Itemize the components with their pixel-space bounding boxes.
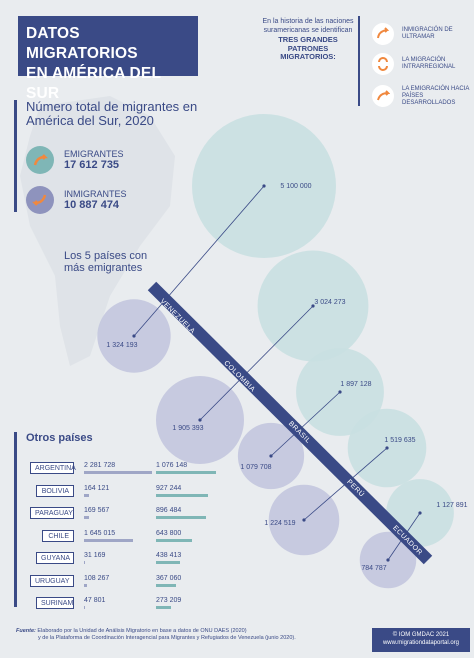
bubble-center-dot bbox=[198, 418, 202, 422]
connector-line bbox=[270, 391, 341, 457]
emigrants-data-label: 1 519 635 bbox=[384, 437, 415, 444]
emigrants-bar bbox=[84, 493, 89, 497]
immigrants-label: INMIGRANTES bbox=[64, 189, 127, 199]
immigrants-data-label: 784 787 bbox=[361, 565, 386, 572]
emigrants-value: 1 645 015 bbox=[84, 529, 116, 537]
table-row: ARGENTINA 2 281 728 1 076 148 bbox=[28, 462, 228, 476]
emigrants-bar bbox=[84, 471, 152, 474]
emigrants-data-label: 3 024 273 bbox=[314, 299, 345, 306]
immigrants-value: 273 209 bbox=[156, 597, 182, 604]
connector-line bbox=[387, 512, 421, 561]
cycle-arrows-icon bbox=[372, 53, 394, 75]
bubble-center-dot bbox=[418, 511, 422, 515]
bubble-center-dot bbox=[269, 454, 273, 458]
emigrants-value: 108 267 bbox=[84, 574, 110, 582]
table-row: PARAGUAY 169 567 896 484 bbox=[28, 507, 228, 521]
pattern-intraregional: LA MIGRACIÓN INTRARREGIONAL bbox=[372, 50, 472, 78]
immigrants-value: 1 076 148 bbox=[156, 462, 188, 469]
emigrants-value: 169 567 bbox=[84, 507, 110, 514]
emigrants-bar bbox=[84, 583, 88, 587]
country-name: GUYANA bbox=[36, 552, 74, 564]
emigrants-label: EMIGRANTES bbox=[64, 149, 124, 159]
immigrants-value: 438 413 bbox=[156, 552, 182, 559]
immigrants-data-label: 1 079 708 bbox=[240, 464, 271, 471]
emigrants-value: 164 121 bbox=[84, 484, 110, 492]
bubble-center-dot bbox=[311, 304, 315, 308]
country-name: PARAGUAY bbox=[30, 507, 74, 519]
emigrants-bar bbox=[84, 516, 90, 519]
emigrants-stat: EMIGRANTES 17 612 735 bbox=[26, 146, 124, 174]
bubble-center-dot bbox=[385, 446, 389, 450]
arrow-out-icon bbox=[26, 146, 54, 174]
immigrants-data-label: 1 324 193 bbox=[106, 342, 137, 349]
immigrants-value: 367 060 bbox=[156, 574, 182, 582]
emigrants-value: 31 169 bbox=[84, 552, 106, 559]
table-row: GUYANA 31 169 438 413 bbox=[28, 552, 228, 566]
emigrants-value: 47 801 bbox=[84, 597, 106, 604]
immigrants-bar bbox=[156, 516, 206, 519]
others-heading: Otros países bbox=[26, 432, 93, 444]
pattern-overseas: INMIGRACIÓN DE ULTRAMAR bbox=[372, 20, 472, 48]
bubble-center-dot bbox=[338, 390, 342, 394]
connector-line bbox=[133, 185, 265, 337]
emigrants-value: 2 281 728 bbox=[84, 462, 116, 469]
emigrants-bar bbox=[84, 538, 134, 542]
country-name: BOLIVIA bbox=[36, 484, 74, 497]
country-name: ARGENTINA bbox=[30, 462, 76, 474]
emigrants-data-label: 1 127 891 bbox=[436, 502, 467, 509]
credit-box: © IOM GMDAC 2021 www.migrationdataportal… bbox=[372, 628, 470, 652]
immigrants-value: 643 800 bbox=[156, 529, 182, 537]
arrow-curve-icon bbox=[372, 23, 394, 45]
patterns-divider bbox=[358, 16, 360, 106]
country-axis-band bbox=[147, 281, 433, 565]
bubble-center-dot bbox=[386, 558, 390, 562]
immigrants-bar bbox=[156, 493, 208, 497]
emigrants-bar bbox=[84, 561, 85, 564]
immigrants-bar bbox=[156, 583, 177, 587]
immigrants-bar bbox=[156, 561, 181, 564]
page-title: DATOS MIGRATORIOS EN AMÉRICA DEL SUR bbox=[18, 16, 198, 102]
immigrants-bar bbox=[156, 471, 216, 474]
bubble-center-dot bbox=[262, 184, 266, 188]
connector-line bbox=[199, 305, 314, 421]
table-row: CHILE 1 645 015 643 800 bbox=[28, 529, 228, 544]
country-name: SURINAM bbox=[36, 597, 74, 609]
emigrants-data-label: 1 897 128 bbox=[340, 381, 371, 388]
immigrants-data-label: 1 224 519 bbox=[264, 520, 295, 527]
arrow-out-icon bbox=[372, 85, 394, 107]
emigrants-data-label: 5 100 000 bbox=[280, 183, 311, 190]
intro-text: En la historia de las naciones surameric… bbox=[262, 18, 354, 61]
immigrants-value: 10 887 474 bbox=[64, 199, 120, 211]
immigrants-stat: INMIGRANTES 10 887 474 bbox=[26, 186, 127, 214]
bubble-center-dot bbox=[302, 518, 306, 522]
country-name: URUGUAY bbox=[30, 574, 74, 587]
immigrants-bar bbox=[156, 538, 192, 542]
country-name: CHILE bbox=[42, 529, 74, 542]
immigrants-value: 896 484 bbox=[156, 507, 182, 514]
table-row: BOLIVIA 164 121 927 244 bbox=[28, 484, 228, 499]
others-accent-bar bbox=[14, 432, 17, 607]
south-america-map bbox=[20, 96, 175, 366]
emigrants-value: 17 612 735 bbox=[64, 159, 120, 171]
pattern-emigration: LA EMIGRACIÓN HACIA PAÍSES DESARROLLADOS bbox=[372, 82, 472, 110]
totals-accent-bar bbox=[14, 100, 17, 212]
immigrants-value: 927 244 bbox=[156, 484, 182, 492]
connector-line bbox=[303, 447, 388, 521]
immigrants-bar bbox=[156, 606, 172, 609]
emigrants-bar bbox=[84, 606, 86, 609]
top5-heading: Los 5 países con más emigrantes bbox=[64, 250, 148, 274]
table-row: URUGUAY 108 267 367 060 bbox=[28, 574, 228, 589]
table-row: SURINAM 47 801 273 209 bbox=[28, 597, 228, 611]
totals-heading: Número total de migrantes en América del… bbox=[26, 99, 198, 128]
immigrants-data-label: 1 905 393 bbox=[172, 425, 203, 432]
source-note: Fuente: Elaborado por la Unidad de Análi… bbox=[16, 628, 296, 641]
arrow-in-icon bbox=[26, 186, 54, 214]
bubble-center-dot bbox=[132, 334, 136, 338]
